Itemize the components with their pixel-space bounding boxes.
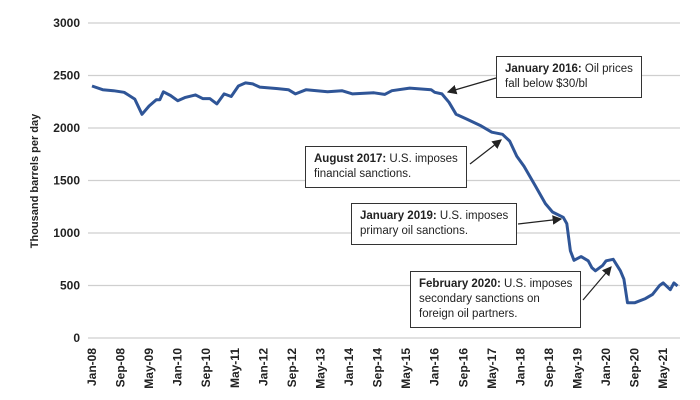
y-tick-label: 1000 bbox=[53, 226, 80, 240]
annotation-2016: January 2016: Oil prices fall below $30/… bbox=[496, 56, 642, 98]
annotation-arrow-2016 bbox=[446, 77, 497, 95]
x-tick-label: May-19 bbox=[571, 348, 585, 389]
x-tick-label: Jan-14 bbox=[342, 348, 356, 386]
y-tick-label: 0 bbox=[73, 331, 80, 345]
x-tick-label: Jan-10 bbox=[171, 348, 185, 386]
annotation-arrow-2020 bbox=[582, 266, 612, 301]
annotation-text: U.S. imposes bbox=[436, 210, 509, 222]
x-tick-label: Jan-20 bbox=[599, 348, 613, 386]
y-axis-label: Thousand barrels per day bbox=[29, 113, 41, 248]
x-tick-label: May-15 bbox=[399, 348, 413, 389]
annotation-text: foreign oil partners. bbox=[419, 308, 518, 320]
annotation-2020: February 2020: U.S. imposes secondary sa… bbox=[410, 271, 582, 328]
x-tick-label: Sep-10 bbox=[199, 348, 213, 388]
x-tick-label: May-13 bbox=[313, 348, 327, 389]
x-tick-label: Sep-18 bbox=[542, 348, 556, 388]
annotation-2017: August 2017: U.S. imposes financial sanc… bbox=[305, 146, 467, 188]
y-tick-label: 2000 bbox=[53, 121, 80, 135]
annotation-bold: February 2020: bbox=[419, 278, 501, 290]
x-tick-label: May-11 bbox=[228, 348, 242, 388]
x-tick-label: May-09 bbox=[142, 348, 156, 389]
y-tick-label: 2500 bbox=[53, 69, 80, 83]
annotation-bold: August 2017: bbox=[314, 153, 387, 165]
x-tick-label: Jan-18 bbox=[513, 348, 527, 386]
x-tick-label: Sep-14 bbox=[371, 348, 385, 388]
x-tick-label: Jan-08 bbox=[85, 348, 99, 386]
x-tick-label: Sep-12 bbox=[285, 348, 299, 388]
annotation-text: secondary sanctions on bbox=[419, 293, 540, 305]
annotation-bold: January 2016: bbox=[505, 63, 582, 75]
x-tick-label: Jan-16 bbox=[428, 348, 442, 386]
series-line bbox=[91, 81, 679, 305]
annotation-text: financial sanctions. bbox=[314, 168, 412, 180]
annotation-bold: January 2019: bbox=[360, 210, 437, 222]
annotation-arrow-2017 bbox=[469, 139, 502, 165]
x-tick-label: Jan-12 bbox=[256, 348, 270, 386]
annotation-text: Oil prices bbox=[581, 63, 633, 75]
annotation-text: primary oil sanctions. bbox=[360, 225, 469, 237]
annotation-text: U.S. imposes bbox=[500, 278, 573, 290]
x-tick-label: Sep-08 bbox=[114, 348, 128, 388]
x-tick-label: Sep-20 bbox=[628, 348, 642, 388]
annotation-text: U.S. imposes bbox=[386, 153, 458, 165]
annotation-text: fall below $30/bl bbox=[505, 78, 588, 90]
annotation-arrow-2019 bbox=[517, 215, 563, 225]
y-tick-label: 1500 bbox=[53, 174, 80, 188]
annotation-2019: January 2019: U.S. imposes primary oil s… bbox=[351, 203, 518, 245]
y-tick-label: 3000 bbox=[53, 16, 80, 30]
x-tick-label: Sep-16 bbox=[456, 348, 470, 388]
x-tick-label: May-21 bbox=[656, 348, 670, 389]
x-tick-label: May-17 bbox=[485, 348, 499, 389]
y-tick-label: 500 bbox=[60, 279, 80, 293]
